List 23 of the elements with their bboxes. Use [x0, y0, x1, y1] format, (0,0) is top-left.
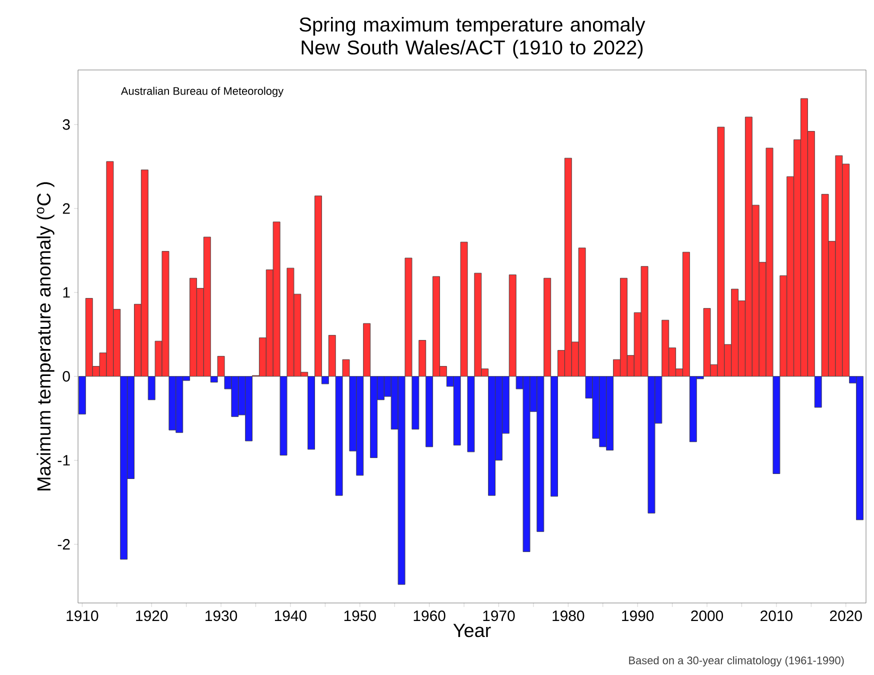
y-tick-label: 2 — [62, 203, 70, 214]
x-tick-label: 2000 — [691, 610, 724, 622]
x-tick-label: 2010 — [760, 610, 792, 622]
x-tick-label: 2020 — [830, 610, 862, 622]
x-tick-label: 1910 — [66, 610, 98, 622]
y-tick-label: -2 — [58, 539, 70, 550]
annotation: Australian Bureau of Meteorology — [120, 86, 284, 98]
y-tick-label: 1 — [63, 287, 70, 298]
x-tick-label: 1960 — [414, 610, 446, 622]
y-tick-label: 0 — [62, 371, 70, 382]
x-tick-label: 1940 — [274, 610, 306, 622]
y-tick-label: -1 — [58, 455, 70, 466]
y-tick-label: 3 — [62, 119, 70, 130]
text: Based on a 30-year climatology (1961-1990) — [629, 656, 844, 666]
x-tick-label: 1980 — [552, 610, 584, 622]
x-tick-label: 1990 — [622, 610, 654, 622]
x-tick-label: 1970 — [483, 610, 515, 622]
x-axis-title: Year — [453, 624, 491, 638]
x-tick-label: 1920 — [136, 610, 168, 622]
x-tick-label: 1950 — [344, 610, 376, 622]
y-axis-title: Maximum temperature anomaly ($^{o}$C ) — [36, 182, 54, 490]
x-tick-label: 1930 — [206, 610, 238, 622]
chart-title: Spring maximum temperature anomaly New South Wales/ACT (1910 to 2022) — [300, 17, 646, 58]
